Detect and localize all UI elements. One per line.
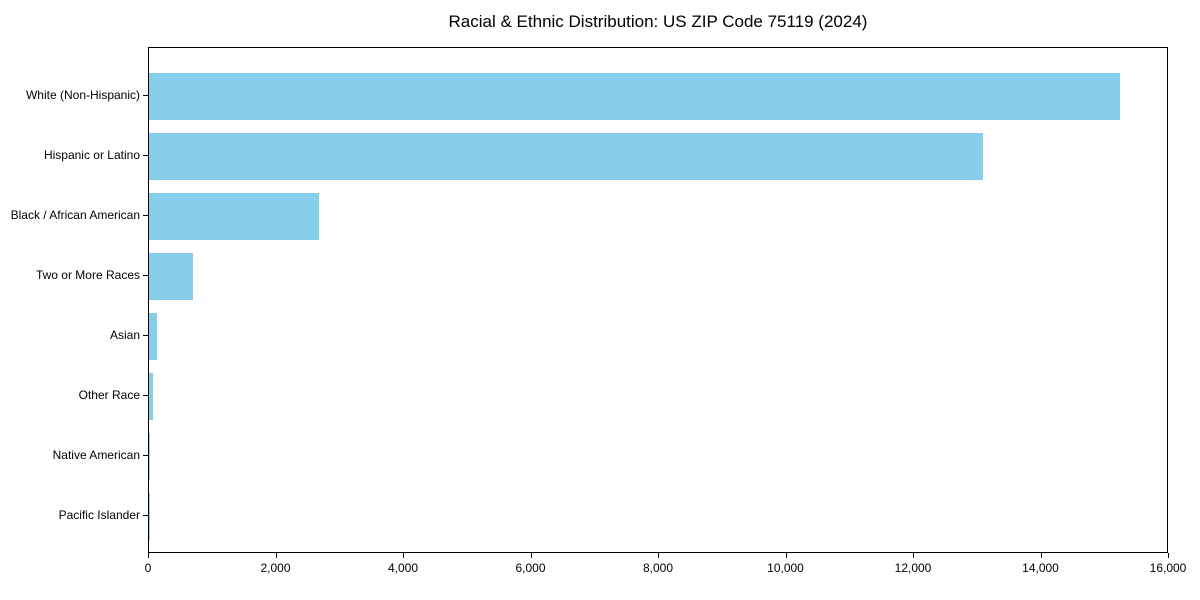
y-tick-label: Black / African American (10, 208, 140, 222)
y-tick-label: White (Non-Hispanic) (25, 88, 140, 102)
x-tick-label: 8,000 (642, 561, 674, 575)
x-tick-mark (275, 553, 277, 558)
chart-title: Racial & Ethnic Distribution: US ZIP Cod… (448, 12, 868, 31)
x-tick-label: 10,000 (767, 561, 804, 575)
y-tick-mark (143, 395, 148, 396)
bar-native-american (149, 432, 150, 480)
x-tick-mark (403, 553, 404, 558)
plot-area (148, 47, 1168, 553)
x-tick-label: 14,000 (1022, 561, 1059, 575)
y-tick-mark (143, 275, 148, 276)
y-tick-mark (143, 155, 148, 156)
y-tick-mark (143, 455, 148, 456)
x-tick-label: 12,000 (894, 561, 932, 575)
y-tick-label: Asian (109, 328, 140, 342)
x-tick-mark (658, 553, 659, 558)
bar-white-non-hispanic (149, 72, 1120, 120)
bar-black-african-american (149, 192, 320, 240)
x-tick-mark (913, 553, 914, 558)
y-tick-mark (143, 515, 148, 516)
bar-hispanic-or-latino (149, 132, 983, 180)
y-tick-label: Two or More Races (35, 268, 140, 282)
y-tick-mark (143, 335, 148, 336)
x-tick-mark (785, 553, 787, 558)
x-tick-label: 6,000 (515, 561, 546, 575)
bar-asian (149, 312, 157, 360)
y-tick-mark (143, 215, 148, 216)
x-tick-label: 0 (144, 561, 152, 575)
x-tick-mark (530, 553, 532, 558)
y-tick-mark (143, 95, 148, 96)
x-tick-label: 4,000 (387, 561, 419, 575)
x-tick-mark (1168, 553, 1169, 558)
y-tick-label: Native American (52, 448, 140, 462)
y-tick-label: Pacific Islander (58, 508, 140, 522)
x-tick-label: 16,000 (1149, 561, 1187, 575)
bar-two-or-more-races (149, 252, 193, 300)
x-tick-label: 2,000 (260, 561, 291, 575)
x-tick-mark (1040, 553, 1042, 558)
bar-other-race (149, 372, 153, 420)
y-tick-label: Hispanic or Latino (43, 148, 140, 162)
x-tick-mark (148, 553, 149, 558)
y-tick-label: Other Race (78, 388, 140, 402)
